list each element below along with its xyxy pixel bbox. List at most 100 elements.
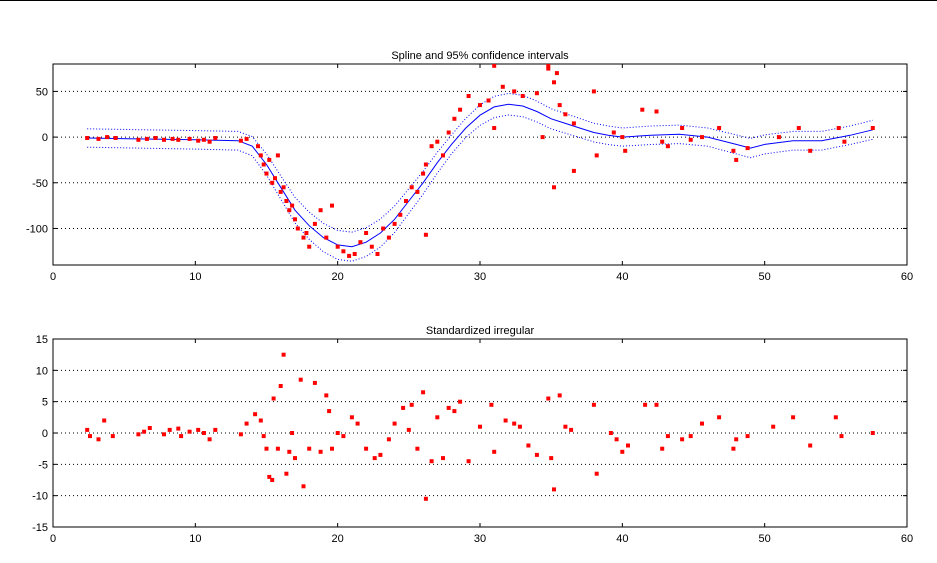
- data-point: [409, 402, 414, 407]
- data-point: [318, 208, 323, 213]
- data-point: [534, 452, 539, 457]
- data-point: [330, 203, 334, 208]
- data-point: [546, 66, 551, 71]
- data-point: [318, 449, 323, 454]
- x-tick-label: 10: [189, 271, 201, 283]
- data-point: [270, 478, 275, 482]
- chart-spline: 0 10 20 30 40 50 60 50 0 -50 -100 Spline and 95% co…: [26, 50, 913, 283]
- data-point: [278, 189, 283, 194]
- data-point: [275, 446, 280, 451]
- data-point: [623, 148, 628, 153]
- data-point: [258, 153, 263, 158]
- data-point: [680, 437, 685, 442]
- data-point: [552, 185, 556, 190]
- data-point: [281, 185, 286, 190]
- data-point: [435, 139, 440, 144]
- data-point: [421, 390, 426, 395]
- data-point: [144, 136, 149, 141]
- data-point: [688, 137, 693, 142]
- data-point: [330, 446, 334, 451]
- y-tick-label: -50: [32, 178, 48, 190]
- data-point: [717, 126, 722, 130]
- data-point: [347, 253, 352, 258]
- y-tick-label: 50: [36, 86, 48, 98]
- data-point: [287, 208, 292, 213]
- data-point: [364, 446, 369, 451]
- data-point: [808, 148, 813, 153]
- data-point: [404, 199, 408, 203]
- data-point: [870, 126, 875, 130]
- y-tick-label: -5: [38, 459, 48, 471]
- data-point: [301, 235, 306, 240]
- x-tick-label: 50: [759, 271, 771, 283]
- data-point: [312, 221, 317, 226]
- data-point: [258, 418, 263, 423]
- data-point: [534, 91, 539, 96]
- data-point: [409, 185, 414, 190]
- data-point: [700, 135, 704, 140]
- data-point: [244, 136, 249, 141]
- x-tick-label: 10: [189, 533, 201, 545]
- data-point: [660, 446, 665, 451]
- data-point: [836, 126, 841, 130]
- data-point: [680, 126, 685, 130]
- data-point: [839, 434, 844, 439]
- data-point: [870, 431, 875, 435]
- data-point: [355, 421, 360, 426]
- top-rule: [0, 0, 937, 1]
- data-point: [452, 116, 457, 121]
- data-point: [307, 446, 312, 451]
- y-tick-label: 10: [36, 365, 48, 377]
- data-point: [478, 103, 482, 108]
- data-point: [776, 135, 781, 140]
- data-point: [458, 399, 463, 404]
- data-point: [264, 446, 269, 451]
- data-point: [478, 424, 482, 429]
- data-point: [571, 168, 576, 173]
- data-point: [110, 434, 115, 439]
- data-point: [717, 415, 722, 420]
- data-point: [731, 148, 736, 153]
- data-point: [731, 446, 736, 451]
- data-point: [96, 136, 101, 141]
- y-tick-label: -15: [32, 522, 48, 534]
- x-tick-label: 20: [332, 271, 344, 283]
- data-point: [352, 252, 357, 256]
- data-point: [512, 421, 517, 426]
- data-point: [423, 162, 428, 167]
- chart-title: Standardized irregular: [426, 325, 535, 337]
- data-point: [207, 139, 212, 144]
- y-tick-label: 0: [42, 428, 48, 440]
- data-point: [284, 471, 289, 476]
- data-point: [808, 443, 813, 448]
- data-point: [620, 449, 625, 454]
- data-point: [452, 409, 457, 414]
- data-point: [429, 144, 434, 149]
- data-point: [503, 418, 508, 423]
- data-point: [290, 431, 295, 435]
- data-point: [386, 235, 391, 240]
- y-tick-label: -100: [26, 223, 48, 235]
- data-point: [626, 443, 630, 448]
- data-point: [85, 136, 90, 140]
- data-point: [105, 135, 110, 140]
- data-point: [267, 157, 272, 162]
- data-point: [287, 449, 292, 454]
- data-point: [554, 71, 559, 76]
- data-point: [253, 412, 258, 417]
- x-tick-label: 30: [474, 271, 486, 283]
- data-point: [153, 136, 158, 140]
- data-point: [591, 402, 596, 407]
- data-point: [466, 94, 471, 98]
- data-point: [293, 456, 297, 461]
- data-point: [295, 226, 300, 231]
- data-point: [423, 496, 428, 501]
- data-point: [435, 415, 440, 420]
- data-point: [796, 126, 801, 130]
- data-point: [745, 434, 750, 439]
- data-point: [312, 380, 317, 385]
- plot-area: [85, 352, 875, 501]
- data-point: [446, 405, 451, 410]
- data-point: [552, 487, 556, 492]
- data-point: [341, 249, 346, 254]
